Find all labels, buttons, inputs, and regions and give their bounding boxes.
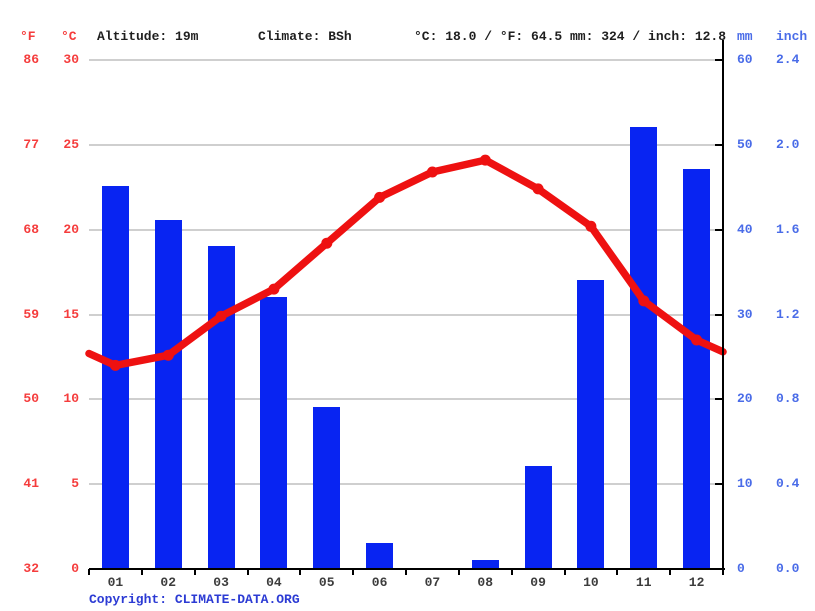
x-axis-line: [89, 568, 725, 570]
mm-axis-tick-20: 20: [737, 391, 753, 407]
gridline-60mm: [89, 59, 723, 61]
inch-axis-tick-0.4: 0.4: [776, 476, 800, 492]
temperature-point-month-08: [479, 154, 491, 166]
mm-axis-tick-0: 0: [737, 561, 745, 576]
x-axis-tickmark: [510, 569, 513, 575]
temperature-point-month-04: [268, 283, 280, 295]
precipitation-bar-month-01: [101, 186, 129, 568]
month-label-01: 01: [107, 575, 124, 590]
month-label-05: 05: [318, 575, 335, 590]
x-axis-tickmark: [246, 569, 249, 575]
temperature-point-month-09: [532, 183, 544, 195]
c-axis-tick-15: 15: [63, 306, 79, 322]
x-axis-tickmark: [88, 569, 90, 575]
month-label-04: 04: [266, 575, 282, 590]
precipitation-bar-month-06: [366, 542, 394, 568]
header-temp-average: °C: 18.0 / °F: 64.5: [414, 29, 563, 44]
c-axis-tick-5: 5: [71, 476, 79, 492]
inch-axis-tick-0.0: 0.0: [776, 561, 800, 576]
precipitation-bar-month-05: [313, 406, 341, 568]
gridline-50mm: [89, 143, 723, 146]
c-axis-tick-10: 10: [63, 391, 79, 407]
month-label-07: 07: [424, 575, 441, 590]
mm-axis-tick-60: 60: [737, 52, 753, 67]
gridline-40mm: [89, 228, 723, 231]
x-axis-tickmark: [616, 569, 619, 575]
mm-axis-tick-50: 50: [737, 136, 753, 152]
copyright-line: Copyright: CLIMATE-DATA.ORG: [89, 592, 300, 607]
temperature-point-month-05: [321, 237, 333, 249]
x-axis-tickmark: [352, 569, 355, 575]
month-label-12: 12: [688, 575, 705, 590]
f-axis-tick-32: 32: [23, 561, 39, 576]
f-axis-tick-77: 77: [23, 136, 39, 152]
precipitation-bar-month-11: [630, 126, 658, 568]
month-label-02: 02: [160, 575, 176, 590]
temperature-line: [85, 156, 727, 370]
copyright-prefix: Copyright:: [89, 592, 168, 607]
right-axis-tickmark: [715, 313, 723, 316]
x-axis-tickmark: [563, 569, 566, 575]
mm-axis-tick-30: 30: [737, 306, 753, 322]
x-axis-tickmark: [457, 569, 460, 575]
x-axis-tickmark: [722, 569, 724, 575]
precipitation-bar-month-12: [683, 169, 711, 568]
header-climate: Climate: BSh: [258, 29, 352, 44]
month-label-11: 11: [635, 575, 652, 590]
x-axis-tickmark: [299, 569, 302, 575]
copyright-link[interactable]: CLIMATE-DATA.ORG: [174, 592, 300, 607]
f-axis-tick-68: 68: [23, 221, 39, 237]
precipitation-bar-month-04: [260, 296, 288, 568]
right-axis-tickmark: [715, 483, 723, 486]
f-axis-tick-41: 41: [23, 476, 39, 492]
right-axis-line: [722, 40, 724, 570]
inch-axis-tick-2.4: 2.4: [776, 52, 800, 67]
precipitation-bar-month-08: [471, 559, 499, 568]
right-axis-tickmark: [715, 398, 723, 401]
inch-axis-tick-1.6: 1.6: [776, 221, 800, 237]
right-axis-tickmark: [715, 59, 723, 61]
inch-axis-tick-0.8: 0.8: [776, 391, 800, 407]
header-deg-f-label: °F: [20, 29, 36, 44]
c-axis-tick-30: 30: [63, 52, 79, 67]
precipitation-bar-month-02: [154, 220, 182, 568]
x-axis-tickmark: [405, 569, 407, 575]
inch-axis-tick-2.0: 2.0: [776, 136, 800, 152]
c-axis-tick-20: 20: [63, 221, 79, 237]
header-deg-c-label: °C: [61, 29, 77, 44]
f-axis-tick-59: 59: [23, 306, 39, 322]
month-label-09: 09: [530, 575, 546, 590]
gridline-30mm: [89, 313, 723, 316]
right-axis-tickmark: [715, 228, 723, 231]
month-label-03: 03: [213, 575, 229, 590]
c-axis-tick-25: 25: [63, 136, 79, 152]
header-inch-label: inch: [776, 29, 808, 44]
month-label-06: 06: [371, 575, 388, 590]
gridline-20mm: [89, 398, 723, 401]
c-axis-tick-0: 0: [71, 561, 79, 576]
header-precip-total: mm: 324 / inch: 12.8: [570, 29, 727, 44]
temperature-point-month-06: [374, 191, 386, 203]
month-label-08: 08: [477, 575, 493, 590]
gridline-10mm: [89, 483, 723, 486]
header-mm-label: mm: [737, 29, 753, 44]
inch-axis-tick-1.2: 1.2: [776, 306, 800, 322]
right-axis-tickmark: [715, 143, 723, 146]
mm-axis-tick-10: 10: [737, 476, 753, 492]
month-label-10: 10: [583, 575, 599, 590]
header-altitude: Altitude: 19m: [97, 29, 199, 44]
x-axis-tickmark: [193, 569, 196, 575]
f-axis-tick-50: 50: [23, 391, 39, 407]
mm-axis-tick-40: 40: [737, 221, 753, 237]
f-axis-tick-86: 86: [23, 52, 39, 67]
precipitation-bar-month-09: [524, 466, 552, 568]
temperature-point-month-07: [426, 166, 438, 178]
x-axis-tickmark: [140, 569, 143, 575]
precipitation-bar-month-03: [207, 245, 235, 568]
precipitation-bar-month-10: [577, 279, 605, 568]
x-axis-tickmark: [669, 569, 672, 575]
